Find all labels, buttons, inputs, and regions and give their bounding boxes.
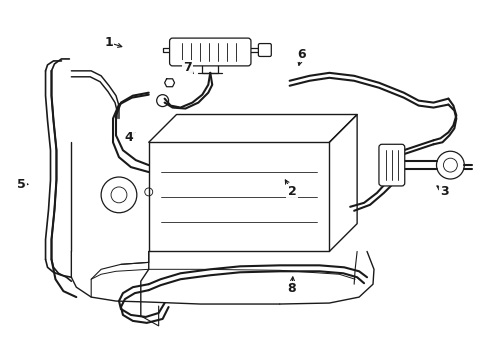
Text: 2: 2 bbox=[287, 185, 296, 198]
Text: 3: 3 bbox=[439, 185, 448, 198]
Text: 4: 4 bbox=[124, 131, 133, 144]
Text: 7: 7 bbox=[183, 61, 191, 74]
Text: 1: 1 bbox=[104, 36, 113, 49]
FancyBboxPatch shape bbox=[169, 38, 250, 66]
Text: 6: 6 bbox=[297, 48, 305, 61]
FancyBboxPatch shape bbox=[378, 144, 404, 186]
Text: 8: 8 bbox=[287, 283, 296, 296]
FancyBboxPatch shape bbox=[258, 44, 271, 57]
Text: 5: 5 bbox=[17, 178, 25, 191]
